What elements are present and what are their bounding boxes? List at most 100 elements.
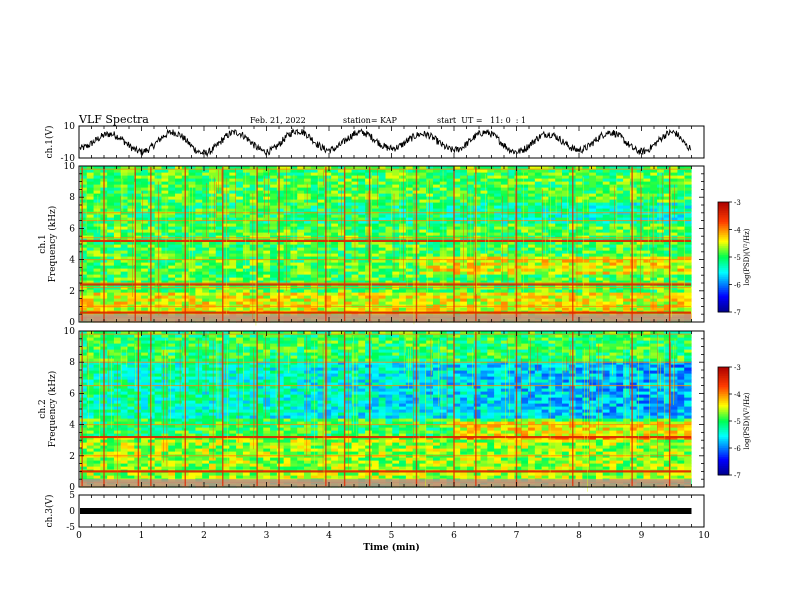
spectrogram-cell bbox=[562, 184, 570, 188]
spectrogram-cell bbox=[242, 289, 251, 293]
spectrogram-cell bbox=[113, 262, 122, 266]
spectrogram-cell bbox=[534, 208, 543, 212]
spectrogram-cell bbox=[494, 265, 502, 269]
spectrogram-cell bbox=[548, 250, 556, 254]
spectrogram-cell bbox=[677, 202, 685, 206]
spectrogram-cell bbox=[371, 202, 380, 206]
spectrogram-cell bbox=[602, 277, 611, 281]
spectrogram-cell bbox=[528, 271, 536, 275]
spectrogram-cell bbox=[521, 187, 529, 191]
spectrogram-cell bbox=[215, 202, 224, 206]
spectrogram-cell bbox=[358, 241, 366, 245]
spectrogram-cell bbox=[426, 295, 434, 299]
spectrogram-cell bbox=[358, 187, 366, 191]
spectrogram-cell bbox=[541, 166, 550, 170]
spectrogram-cell bbox=[331, 232, 339, 236]
spectrogram-cell bbox=[175, 232, 183, 236]
spectrogram-cell bbox=[310, 214, 319, 218]
spectrogram-cell bbox=[487, 181, 495, 185]
spectrogram-cell bbox=[208, 289, 217, 293]
spectrogram-cell bbox=[650, 307, 658, 311]
spectrogram-cell bbox=[80, 307, 88, 311]
spectrogram-cell bbox=[331, 295, 339, 299]
spectrogram-cell bbox=[589, 187, 597, 191]
spectrogram-cell bbox=[419, 289, 427, 293]
spectrogram-cell bbox=[385, 184, 393, 188]
spectrogram-cell bbox=[684, 253, 692, 257]
spectrogram-cell bbox=[473, 256, 482, 260]
spectrogram-cell bbox=[236, 175, 244, 179]
spectrogram-cell bbox=[500, 184, 509, 188]
spectrogram-cell bbox=[236, 250, 244, 254]
spectrogram-cell bbox=[670, 292, 679, 296]
spectrogram-cell bbox=[385, 223, 393, 227]
spectrogram-cell bbox=[650, 292, 658, 296]
spectrogram-cell bbox=[337, 271, 346, 275]
spectrogram-cell bbox=[500, 202, 509, 206]
spectrogram-cell bbox=[514, 274, 522, 278]
spectrogram-cell bbox=[175, 259, 183, 263]
spectrogram-cell bbox=[93, 205, 101, 209]
spectrogram-cell bbox=[337, 244, 346, 248]
spectrogram-cell bbox=[521, 280, 529, 284]
spectrogram-cell bbox=[80, 208, 88, 212]
spectrogram-cell bbox=[337, 274, 346, 278]
spectrogram-cell bbox=[514, 262, 522, 266]
date-label: Feb. 21, 2022 bbox=[250, 116, 306, 125]
spectrogram-cell bbox=[507, 241, 516, 245]
spectrogram-cell bbox=[93, 178, 101, 182]
spectrogram-cell bbox=[195, 265, 203, 269]
spectrogram-cell bbox=[657, 214, 665, 218]
spectrogram-cell bbox=[460, 274, 468, 278]
spectrogram-cell bbox=[113, 241, 122, 245]
spectrogram-cell bbox=[670, 304, 679, 308]
spectrogram-cell bbox=[263, 202, 271, 206]
spectrogram-cell bbox=[609, 172, 617, 176]
spectrogram-cell bbox=[446, 292, 454, 296]
spectrogram-cell bbox=[168, 244, 176, 248]
spectrogram-cell bbox=[297, 235, 305, 239]
spectrogram-cell bbox=[331, 214, 339, 218]
spectrogram-cell bbox=[120, 271, 129, 275]
spectrogram-cell bbox=[433, 247, 441, 251]
spectrogram-cell bbox=[439, 304, 448, 308]
spectrogram-cell bbox=[582, 181, 590, 185]
spectrogram-cell bbox=[616, 190, 624, 194]
spectrogram-cell bbox=[127, 298, 135, 302]
spectrogram-cell bbox=[378, 301, 387, 305]
spectrogram-cell bbox=[602, 229, 611, 233]
spectrogram-cell bbox=[141, 208, 149, 212]
spectrogram-cell bbox=[80, 268, 88, 272]
spectrogram-cell bbox=[643, 232, 651, 236]
spectrogram-cell bbox=[208, 175, 217, 179]
spectrogram-cell bbox=[256, 274, 264, 278]
spectrogram-cell bbox=[168, 262, 176, 266]
spectrogram-cell bbox=[134, 166, 142, 170]
spectrogram-cell bbox=[215, 217, 224, 221]
spectrogram-cell bbox=[575, 193, 583, 197]
spectrogram-cell bbox=[317, 166, 325, 170]
spectrogram-cell bbox=[480, 184, 488, 188]
spectrogram-cell bbox=[141, 202, 149, 206]
spectrogram-cell bbox=[378, 232, 387, 236]
spectrogram-cell bbox=[297, 214, 305, 218]
spectrogram-cell bbox=[385, 208, 393, 212]
spectrogram-cell bbox=[256, 298, 264, 302]
spectrogram-cell bbox=[175, 190, 183, 194]
spectrogram-cell bbox=[582, 259, 590, 263]
spectrogram-cell bbox=[120, 223, 129, 227]
spectrogram-cell bbox=[616, 256, 624, 260]
spectrogram-cell bbox=[595, 289, 604, 293]
spectrogram-cell bbox=[317, 217, 325, 221]
spectrogram-cell bbox=[242, 265, 251, 269]
spectrogram-cell bbox=[582, 166, 590, 170]
spectrogram-cell bbox=[175, 184, 183, 188]
spectrogram-cell bbox=[249, 226, 258, 230]
spectrogram-cell bbox=[297, 244, 305, 248]
spectrogram-cell bbox=[134, 217, 142, 221]
spectrogram-cell bbox=[283, 247, 292, 251]
spectrogram-cell bbox=[263, 223, 271, 227]
spectrogram-cell bbox=[514, 301, 522, 305]
spectrogram-cell bbox=[453, 250, 461, 254]
spectrogram-cell bbox=[113, 193, 122, 197]
